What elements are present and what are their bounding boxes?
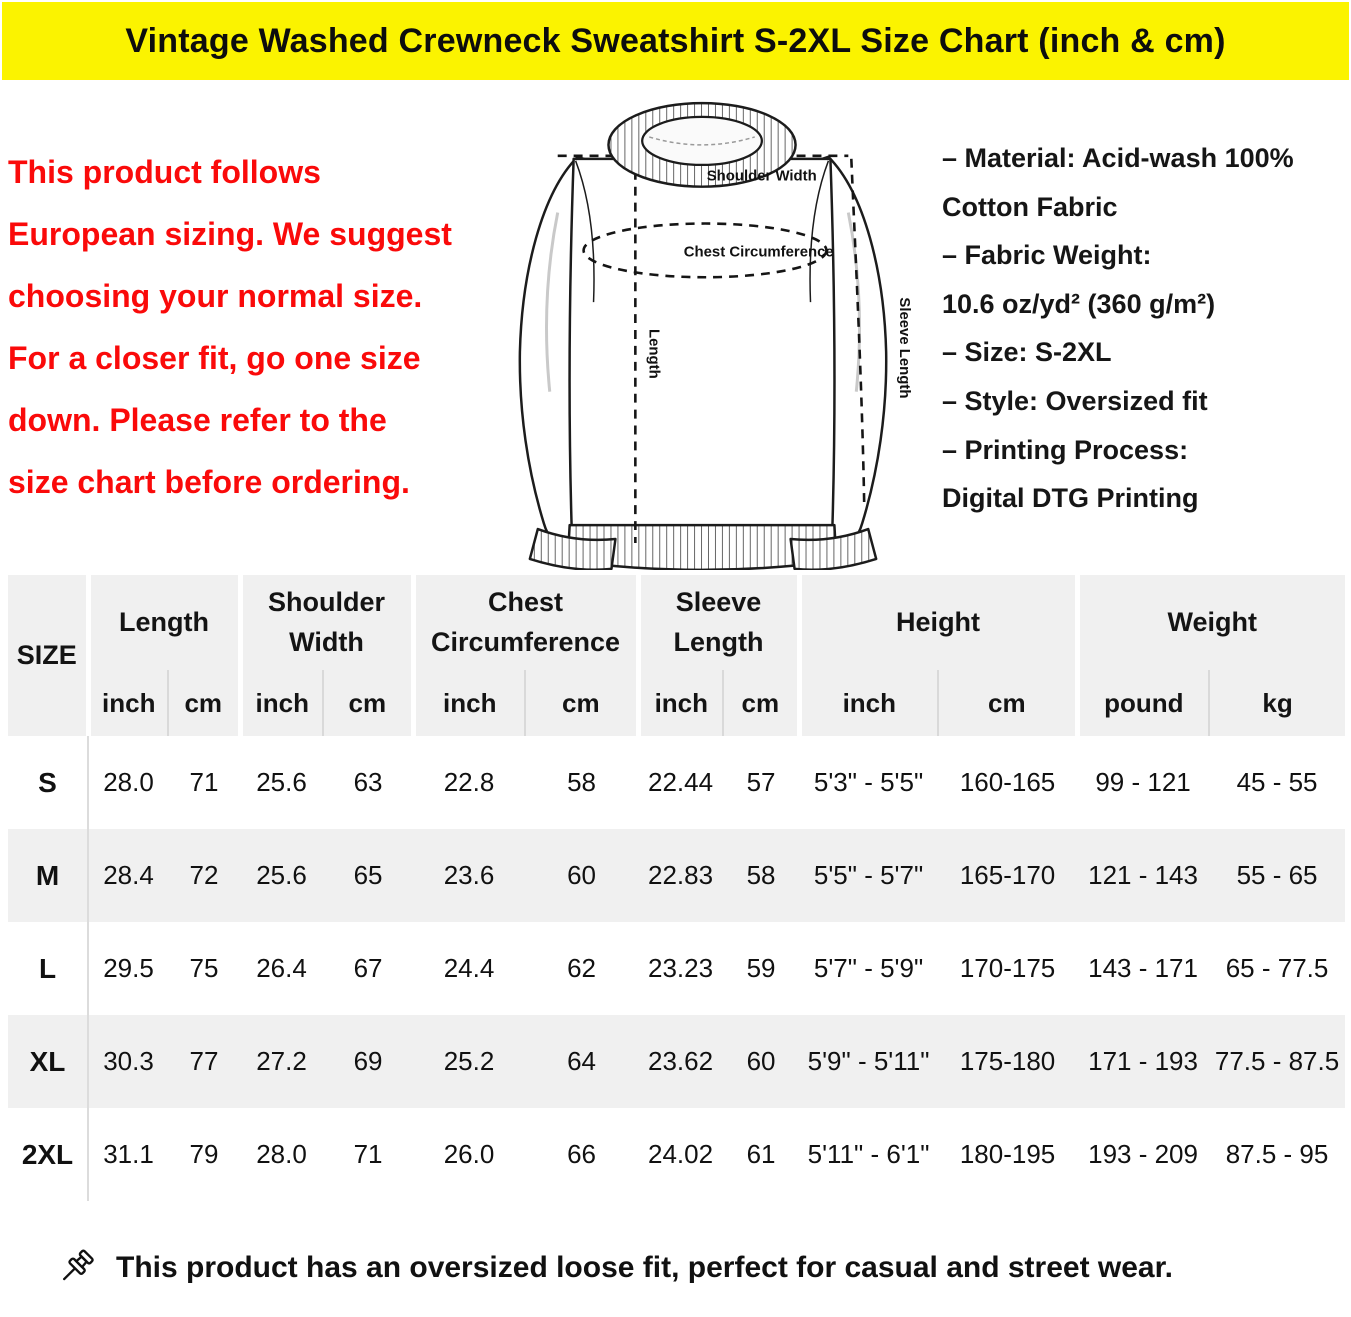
col-header-height: Height	[796, 575, 1078, 670]
size-cell: M	[8, 829, 89, 922]
unit-header: inch	[635, 670, 724, 736]
detail-line: Digital DTG Printing	[942, 483, 1199, 514]
unit-header: cm	[322, 670, 414, 736]
unit-header: inch	[796, 670, 939, 736]
unit-header: cm	[166, 670, 241, 736]
table-row-s: S 28.0 71 25.6 63 22.8 58 22.44 57 5'3" …	[8, 736, 1345, 829]
armhole-seam	[574, 160, 595, 303]
sizing-note-line: down. Please refer to the	[8, 402, 387, 438]
col-header-size: SIZE	[8, 575, 88, 736]
sizing-note-line: size chart before ordering.	[8, 464, 410, 500]
table-header-groups: SIZE Length Shoulder Width Chest Circumf…	[8, 575, 1346, 736]
sweatshirt-diagram: Shoulder Width Chest Circumference Lengt…	[518, 101, 913, 570]
detail-line: – Style: Oversized fit	[942, 385, 1208, 416]
detail-line: – Printing Process:	[942, 434, 1189, 465]
page-title: Vintage Washed Crewneck Sweatshirt S-2XL…	[125, 21, 1226, 60]
right-cuff	[789, 527, 878, 570]
sizing-note-line: choosing your normal size.	[8, 278, 423, 314]
col-header-sleeve-length: Sleeve Length	[635, 575, 800, 670]
table-row-m: M 28.4 72 25.6 65 23.6 60 22.83 58 5'5" …	[8, 829, 1346, 922]
table-header-units: inch cm inch cm inch cm inch cm inch cm …	[8, 670, 1346, 736]
length-label: Length	[645, 329, 662, 379]
unit-header: cm	[524, 670, 639, 736]
product-details: – Material: Acid-wash 100% Cotton Fabric…	[942, 134, 1342, 523]
size-cell: S	[8, 736, 89, 829]
unit-header: cm	[937, 670, 1078, 736]
detail-line: – Material: Acid-wash 100%	[942, 143, 1294, 173]
size-cell: 2XL	[8, 1108, 89, 1201]
sizing-note-line: European sizing. We suggest	[8, 216, 452, 252]
armhole-seam	[809, 160, 830, 303]
unit-header: inch	[237, 670, 324, 736]
detail-line: – Size: S-2XL	[942, 337, 1112, 368]
collar-opening	[641, 116, 763, 166]
table-row-2xl: 2XL 31.1 79 28.0 71 26.0 66 24.02 61 5'1…	[8, 1108, 1345, 1201]
table-row-l: L 29.5 75 26.4 67 24.4 62 23.23 59 5'7" …	[8, 922, 1345, 1015]
sizing-note-line: For a closer fit, go one size	[8, 340, 421, 376]
col-header-weight: Weight	[1074, 575, 1346, 670]
sizing-note: This product follows European sizing. We…	[8, 141, 538, 513]
size-cell: L	[8, 922, 89, 1015]
title-banner: Vintage Washed Crewneck Sweatshirt S-2XL…	[2, 2, 1349, 80]
unit-header: pound	[1074, 670, 1210, 736]
unit-header: inch	[85, 670, 168, 736]
size-table: SIZE Length Shoulder Width Chest Circumf…	[8, 575, 1346, 1201]
size-cell: XL	[8, 1015, 89, 1108]
sizing-note-line: This product follows	[8, 154, 321, 190]
footnote: This product has an oversized loose fit,…	[60, 1238, 1173, 1298]
sleeve-length-line	[850, 158, 866, 508]
table-row-xl: XL 30.3 77 27.2 69 25.2 64 23.62 60 5'9"…	[8, 1015, 1346, 1108]
col-header-chest-circumference: Chest Circumference	[410, 575, 639, 670]
chest-circumference-line	[582, 222, 828, 279]
unit-header: inch	[410, 670, 526, 736]
col-header-shoulder-width: Shoulder Width	[237, 575, 414, 670]
unit-header: kg	[1208, 670, 1346, 736]
torso	[568, 157, 836, 535]
shoulder-width-label: Shoulder Width	[707, 168, 817, 185]
detail-line: 10.6 oz/yd² (360 g/m²)	[942, 288, 1216, 319]
col-header-length: Length	[85, 575, 241, 670]
detail-line: – Fabric Weight:	[942, 240, 1152, 271]
sleeve-length-label: Sleeve Length	[896, 297, 913, 398]
sleeve-highlight	[544, 212, 560, 392]
sleeve-highlight	[846, 212, 862, 392]
chest-circumference-label: Chest Circumference	[684, 243, 834, 260]
left-cuff	[528, 527, 617, 570]
detail-line: Cotton Fabric	[942, 191, 1118, 222]
footnote-text: This product has an oversized loose fit,…	[116, 1251, 1173, 1284]
pushpin-icon	[63, 1249, 94, 1281]
unit-header: cm	[722, 670, 800, 736]
